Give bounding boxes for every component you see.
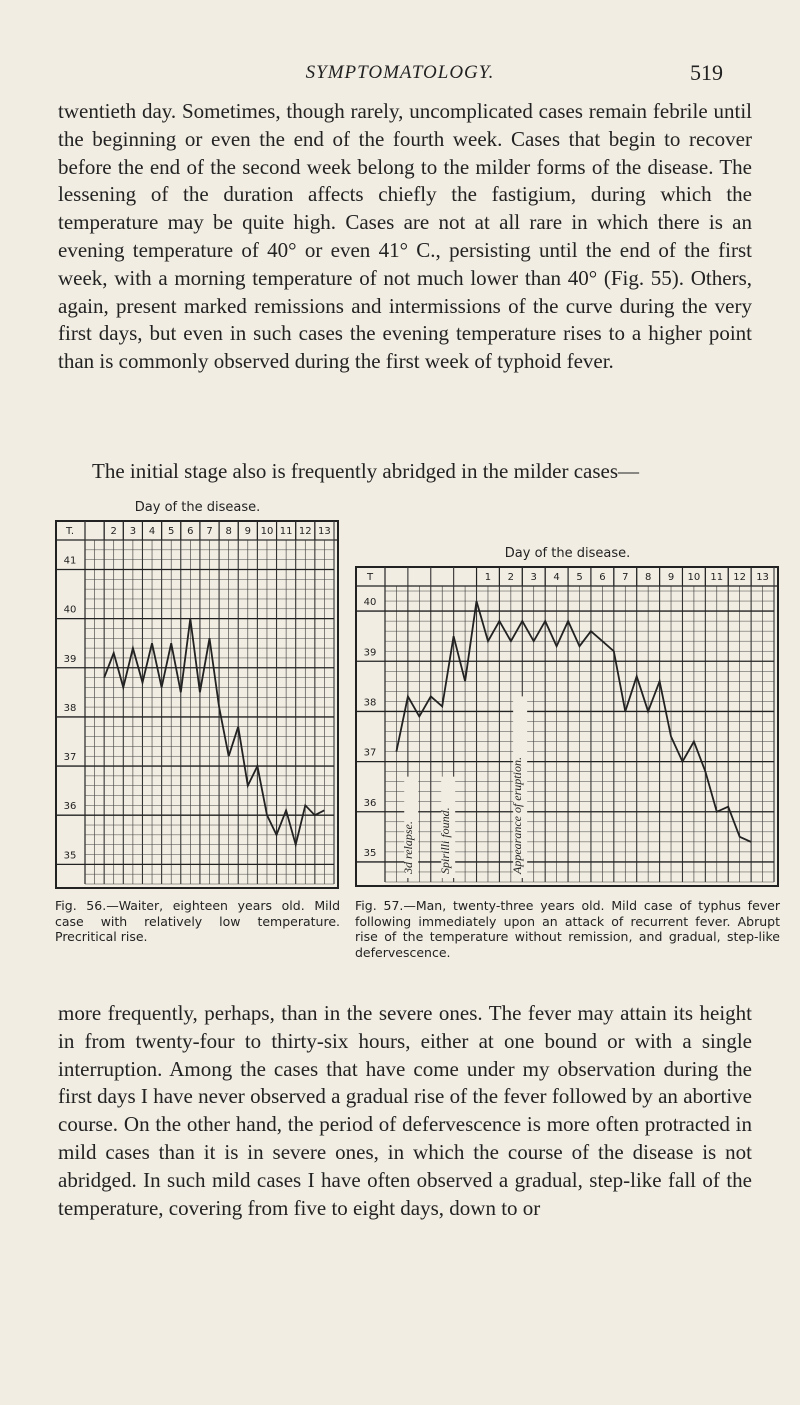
annotation-backing: [441, 776, 456, 878]
chart: T. 35 36 37 38 39 40 41 2 3 4 5 6 7 8 9 10 11 12 13: [55, 520, 339, 889]
y-tick-label: 39: [64, 654, 77, 665]
x-tick-label: 1: [485, 572, 491, 583]
y-tick-label: 37: [364, 748, 377, 759]
x-tick-label: 4: [553, 572, 559, 583]
y-tick-label: 41: [64, 555, 77, 566]
x-tick-label: 10: [261, 526, 274, 537]
x-tick-label: 11: [280, 526, 293, 537]
y-tick-label: 38: [64, 703, 77, 714]
x-tick-label: 12: [733, 572, 746, 583]
figure-caption: Fig. 56.—Waiter, eighteen years old. Mil…: [55, 898, 340, 944]
x-tick-label: 8: [645, 572, 651, 583]
figure-title: Day of the disease.: [504, 546, 631, 561]
x-tick-label: 11: [710, 572, 723, 583]
x-tick-label: 2: [508, 572, 514, 583]
chart-frame: [55, 520, 339, 889]
x-tick-label: 5: [576, 572, 582, 583]
temperature-curve: [103, 618, 325, 849]
annotation-backing: [404, 776, 419, 878]
x-tick-label: 12: [299, 526, 312, 537]
annotation: Spirilli found.: [438, 807, 452, 874]
paragraph: more frequently, perhaps, than in the se…: [58, 1001, 752, 1220]
x-tick-label: 6: [187, 526, 193, 537]
x-tick-label: 13: [318, 526, 331, 537]
x-tick-label: 9: [245, 526, 251, 537]
x-tick-label: 7: [206, 526, 212, 537]
page-number: 519: [690, 60, 723, 85]
annotation: Appearance of eruption.: [510, 757, 524, 875]
x-tick-label: 9: [668, 572, 674, 583]
chart-frame: [355, 566, 779, 887]
annotation: 3d relapse.: [401, 821, 415, 875]
x-tick-label: 8: [225, 526, 231, 537]
y-tick-label: 40: [64, 605, 77, 616]
paragraph: twentieth day. Sometimes, though rarely,…: [58, 99, 752, 374]
y-header: T.: [65, 526, 74, 537]
x-tick-label: 3: [130, 526, 136, 537]
figure-title: Day of the disease.: [134, 500, 261, 515]
x-tick-label: 10: [688, 572, 701, 583]
x-tick-label: 2: [111, 526, 117, 537]
x-tick-label: 13: [756, 572, 769, 583]
x-tick-label: 4: [149, 526, 155, 537]
y-tick-label: 37: [64, 752, 77, 763]
paragraph: The initial stage also is frequently abr…: [92, 459, 640, 483]
y-tick-label: 36: [364, 798, 377, 809]
y-tick-label: 36: [64, 801, 77, 812]
y-tick-label: 39: [364, 647, 377, 658]
running-title: SYMPTOMATOLOGY.: [305, 62, 495, 83]
figure-caption: Fig. 57.—Man, twenty-three years old. Mi…: [355, 898, 780, 960]
y-header: T: [366, 572, 374, 583]
annotation-backing: [513, 696, 528, 878]
y-tick-label: 38: [364, 697, 377, 708]
x-tick-label: 3: [531, 572, 537, 583]
x-tick-label: 6: [599, 572, 605, 583]
y-tick-label: 35: [64, 850, 77, 861]
temperature-curve: [395, 600, 752, 843]
y-tick-label: 35: [364, 848, 377, 859]
x-tick-label: 7: [622, 572, 628, 583]
x-tick-label: 5: [168, 526, 174, 537]
y-tick-label: 40: [364, 597, 377, 608]
